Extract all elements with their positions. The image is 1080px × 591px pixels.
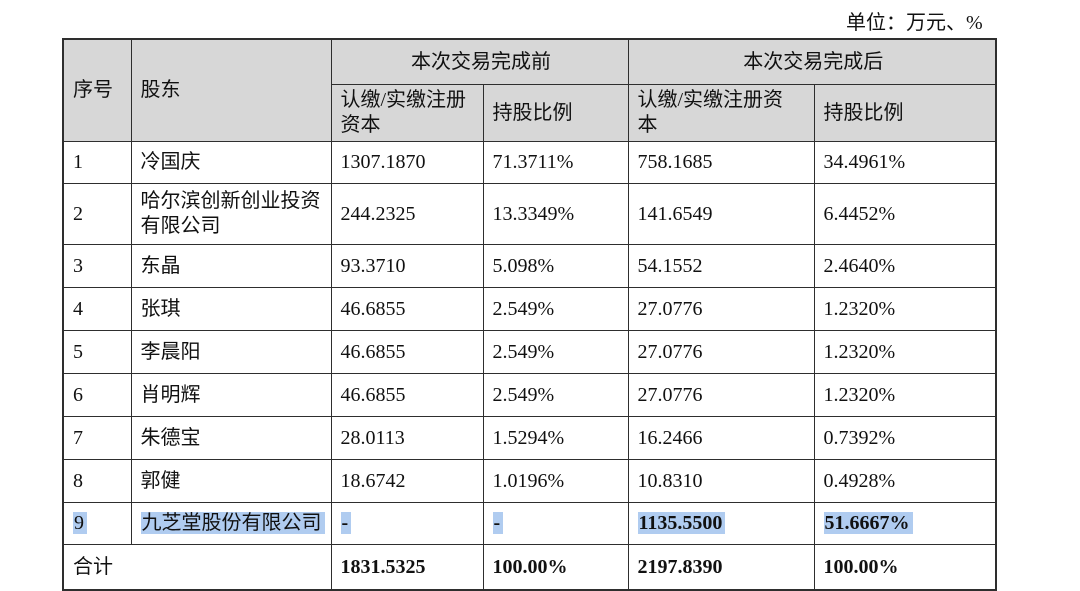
before-ratio: 2.549% bbox=[482, 373, 629, 417]
header-group-after: 本次交易完成后 bbox=[627, 38, 997, 85]
row-no: 6 bbox=[62, 373, 132, 417]
before-capital: 1307.1870 bbox=[330, 141, 484, 184]
header-capital-before: 认缴/实缴注册 资本 bbox=[330, 84, 484, 142]
header-ratio-before: 持股比例 bbox=[482, 84, 629, 142]
total-before-capital: 1831.5325 bbox=[330, 544, 484, 591]
after-capital: 758.1685 bbox=[627, 141, 815, 184]
row-no: 5 bbox=[62, 330, 132, 374]
shareholder-table: 序号 股东 本次交易完成前 本次交易完成后 认缴/实缴注册 资本 持股比例 认缴… bbox=[62, 38, 997, 591]
shareholder-name: 朱德宝 bbox=[130, 416, 332, 460]
row-no: 9 bbox=[62, 502, 132, 545]
highlighted-text: - bbox=[492, 512, 504, 534]
before-ratio: 1.5294% bbox=[482, 416, 629, 460]
highlighted-text: 九芝堂股份有限公司 bbox=[140, 512, 325, 534]
table-row: 8 郭健 18.6742 1.0196% 10.8310 0.4928% bbox=[62, 459, 997, 503]
header-ratio-after: 持股比例 bbox=[813, 84, 997, 142]
highlighted-text: 9 bbox=[73, 512, 87, 534]
header-shareholder: 股东 bbox=[130, 38, 332, 142]
before-capital: 46.6855 bbox=[330, 330, 484, 374]
highlighted-text: 1135.5500 bbox=[637, 512, 726, 534]
table-header: 序号 股东 本次交易完成前 本次交易完成后 认缴/实缴注册 资本 持股比例 认缴… bbox=[62, 38, 997, 142]
after-capital: 27.0776 bbox=[627, 373, 815, 417]
after-capital: 27.0776 bbox=[627, 287, 815, 331]
before-ratio: 13.3349% bbox=[482, 183, 629, 245]
before-ratio: 2.549% bbox=[482, 287, 629, 331]
after-ratio: 34.4961% bbox=[813, 141, 997, 184]
after-ratio: 0.4928% bbox=[813, 459, 997, 503]
table-row: 3 东晶 93.3710 5.098% 54.1552 2.4640% bbox=[62, 244, 997, 288]
shareholder-name: 郭健 bbox=[130, 459, 332, 503]
unit-label: 单位：万元、% bbox=[846, 12, 983, 34]
header-row-groups: 序号 股东 本次交易完成前 本次交易完成后 bbox=[62, 38, 997, 142]
before-ratio: - bbox=[482, 502, 629, 545]
shareholder-name: 张琪 bbox=[130, 287, 332, 331]
table-row: 2 哈尔滨创新创业投资有限公司 244.2325 13.3349% 141.65… bbox=[62, 183, 997, 245]
after-ratio: 2.4640% bbox=[813, 244, 997, 288]
row-no: 1 bbox=[62, 141, 132, 184]
table-row: 6 肖明辉 46.6855 2.549% 27.0776 1.2320% bbox=[62, 373, 997, 417]
after-ratio: 6.4452% bbox=[813, 183, 997, 245]
after-ratio: 1.2320% bbox=[813, 287, 997, 331]
shareholder-name: 东晶 bbox=[130, 244, 332, 288]
before-capital: 18.6742 bbox=[330, 459, 484, 503]
before-ratio: 2.549% bbox=[482, 330, 629, 374]
table-row: 5 李晨阳 46.6855 2.549% 27.0776 1.2320% bbox=[62, 330, 997, 374]
after-capital: 54.1552 bbox=[627, 244, 815, 288]
shareholder-name: 李晨阳 bbox=[130, 330, 332, 374]
after-capital: 1135.5500 bbox=[627, 502, 815, 545]
row-no: 7 bbox=[62, 416, 132, 460]
after-capital: 10.8310 bbox=[627, 459, 815, 503]
before-ratio: 5.098% bbox=[482, 244, 629, 288]
after-ratio: 1.2320% bbox=[813, 330, 997, 374]
table-row: 7 朱德宝 28.0113 1.5294% 16.2466 0.7392% bbox=[62, 416, 997, 460]
after-ratio: 0.7392% bbox=[813, 416, 997, 460]
before-capital: 93.3710 bbox=[330, 244, 484, 288]
before-ratio: 1.0196% bbox=[482, 459, 629, 503]
after-capital: 27.0776 bbox=[627, 330, 815, 374]
before-ratio: 71.3711% bbox=[482, 141, 629, 184]
shareholder-name: 哈尔滨创新创业投资有限公司 bbox=[130, 183, 332, 245]
header-row-sub: 认缴/实缴注册 资本 持股比例 认缴/实缴注册资 本 持股比例 bbox=[63, 84, 997, 142]
after-ratio: 51.6667% bbox=[813, 502, 997, 545]
header-capital-after: 认缴/实缴注册资 本 bbox=[627, 84, 815, 142]
highlighted-text: 51.6667% bbox=[823, 512, 913, 534]
row-no: 4 bbox=[62, 287, 132, 331]
total-row: 合计 1831.5325 100.00% 2197.8390 100.00% bbox=[62, 544, 997, 591]
shareholder-name: 冷国庆 bbox=[130, 141, 332, 184]
shareholder-name: 肖明辉 bbox=[130, 373, 332, 417]
before-capital: 46.6855 bbox=[330, 373, 484, 417]
total-before-ratio: 100.00% bbox=[482, 544, 629, 591]
table-row: 4 张琪 46.6855 2.549% 27.0776 1.2320% bbox=[62, 287, 997, 331]
total-label: 合计 bbox=[62, 544, 332, 591]
shareholder-name: 九芝堂股份有限公司 bbox=[130, 502, 332, 545]
header-index: 序号 bbox=[62, 38, 132, 142]
after-capital: 16.2466 bbox=[627, 416, 815, 460]
row-no: 8 bbox=[62, 459, 132, 503]
total-after-capital: 2197.8390 bbox=[627, 544, 815, 591]
row-no: 2 bbox=[62, 183, 132, 245]
table-row: 1 冷国庆 1307.1870 71.3711% 758.1685 34.496… bbox=[62, 141, 997, 184]
highlighted-text: - bbox=[340, 512, 352, 534]
table-row-highlighted: 9 九芝堂股份有限公司 - - 1135.5500 51.6667% bbox=[62, 502, 997, 545]
row-no: 3 bbox=[62, 244, 132, 288]
before-capital: 28.0113 bbox=[330, 416, 484, 460]
total-after-ratio: 100.00% bbox=[813, 544, 997, 591]
after-capital: 141.6549 bbox=[627, 183, 815, 245]
before-capital: 244.2325 bbox=[330, 183, 484, 245]
after-ratio: 1.2320% bbox=[813, 373, 997, 417]
header-group-before: 本次交易完成前 bbox=[330, 38, 629, 85]
before-capital: - bbox=[330, 502, 484, 545]
table-body: 1 冷国庆 1307.1870 71.3711% 758.1685 34.496… bbox=[62, 141, 997, 591]
before-capital: 46.6855 bbox=[330, 287, 484, 331]
